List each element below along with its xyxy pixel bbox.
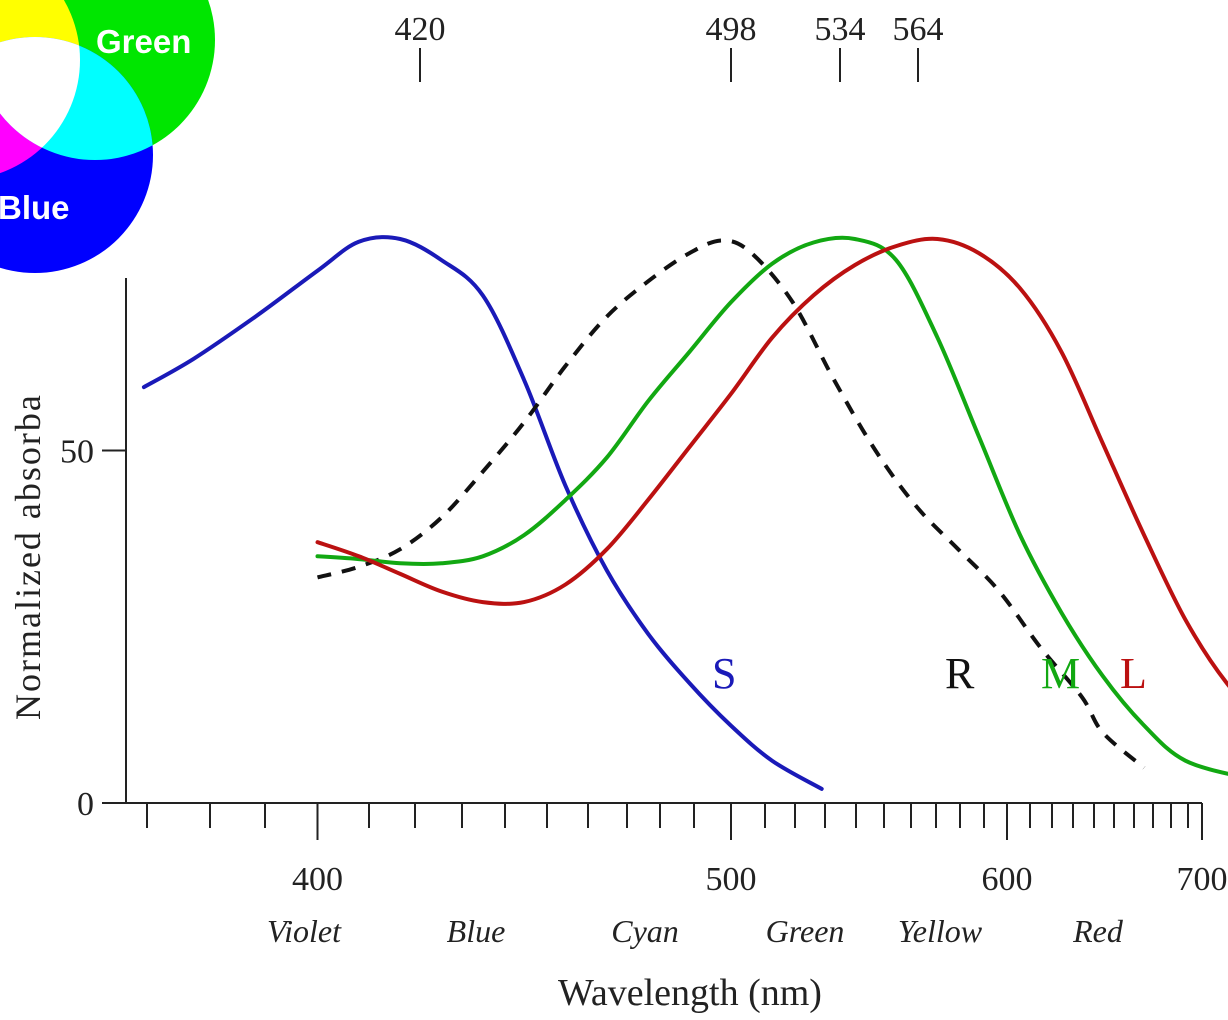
- curve-label-m: M: [1041, 649, 1080, 698]
- color-wheel-label-blue: Blue: [0, 189, 70, 226]
- curve-s: [141, 235, 824, 791]
- curve-labels: S R M L: [712, 649, 1147, 698]
- color-band-labels: Violet Blue Cyan Green Yellow Red: [267, 913, 1124, 949]
- band-label-green: Green: [766, 913, 845, 949]
- x-major-ticks: 400 500 600 700: [292, 803, 1228, 898]
- curve-label-r: R: [945, 649, 975, 698]
- x-tick-label: 500: [706, 861, 757, 898]
- curve-m: [315, 235, 1228, 776]
- rgb-color-wheel: Green Blue: [0, 0, 215, 273]
- band-label-red: Red: [1072, 913, 1124, 949]
- x-tick-label: 700: [1177, 861, 1228, 898]
- curve-label-s: S: [712, 649, 736, 698]
- peak-marker-label: 420: [395, 11, 446, 48]
- y-tick-label: 50: [60, 434, 94, 471]
- curve-label-l: L: [1120, 649, 1147, 698]
- band-label-violet: Violet: [267, 913, 342, 949]
- peak-marker-label: 498: [706, 11, 757, 48]
- band-label-cyan: Cyan: [611, 913, 679, 949]
- peak-markers: 420 498 534 564: [395, 11, 944, 82]
- color-wheel-label-green: Green: [96, 23, 191, 60]
- x-tick-label: 600: [982, 861, 1033, 898]
- y-ticks: 0 50: [60, 434, 126, 823]
- curve-r: [316, 238, 1146, 770]
- x-tick-label: 400: [292, 861, 343, 898]
- y-tick-label: 0: [77, 786, 94, 823]
- peak-marker-label: 564: [893, 11, 944, 48]
- y-axis-label: Normalized absorba: [8, 393, 48, 720]
- curve-l: [315, 236, 1228, 688]
- absorbance-curves: [141, 235, 1228, 791]
- band-label-yellow: Yellow: [898, 913, 983, 949]
- peak-marker-label: 534: [815, 11, 866, 48]
- x-axis-label: Wavelength (nm): [558, 972, 822, 1014]
- band-label-blue: Blue: [447, 913, 506, 949]
- x-minor-ticks: [146, 803, 1189, 828]
